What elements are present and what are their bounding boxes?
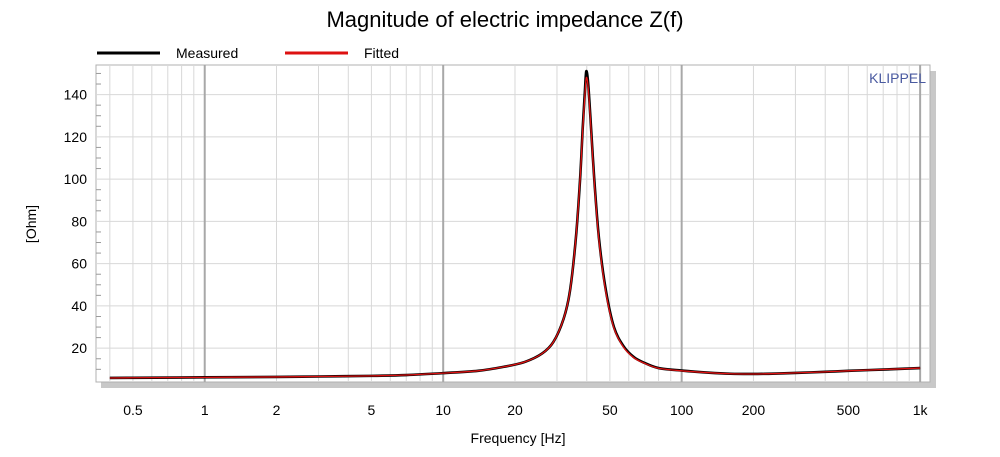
y-tick-label: 140 [64,87,88,103]
x-tick-label: 20 [507,402,523,418]
y-tick-label: 40 [71,298,87,314]
legend-label-fitted: Fitted [364,45,399,61]
series-layer [109,69,921,380]
x-tick-label: 50 [602,402,618,418]
x-tick-label: 200 [742,402,766,418]
x-tick-label: 0.5 [123,402,143,418]
y-tick-labels: 20 40 60 80 100 120 140 [64,87,88,357]
x-tick-label: 100 [670,402,694,418]
x-axis-label: Frequency [Hz] [471,430,566,446]
y-tick-label: 20 [71,340,87,356]
x-tick-label: 10 [435,402,451,418]
x-tick-labels: 0.5 1 2 5 10 20 50 100 200 500 1k [123,402,928,418]
y-tick-label: 80 [71,213,87,229]
watermark-label: KLIPPEL [869,70,926,86]
y-minor-ticks [96,72,101,370]
x-tick-label: 500 [837,402,861,418]
y-tick-label: 100 [64,171,88,187]
grid [96,65,930,382]
y-tick-label: 120 [64,129,88,145]
legend-label-measured: Measured [176,45,238,61]
x-tick-label: 1 [201,402,209,418]
plot-shadow [101,71,936,388]
series-line-fitted [109,76,921,379]
x-tick-label: 5 [368,402,376,418]
y-tick-label: 60 [71,256,87,272]
plot-area [95,64,931,383]
chart-title: Magnitude of electric impedance Z(f) [326,7,683,32]
x-tick-label: 1k [913,402,929,418]
y-axis-label: [Ohm] [23,205,39,243]
x-tick-label: 2 [273,402,281,418]
